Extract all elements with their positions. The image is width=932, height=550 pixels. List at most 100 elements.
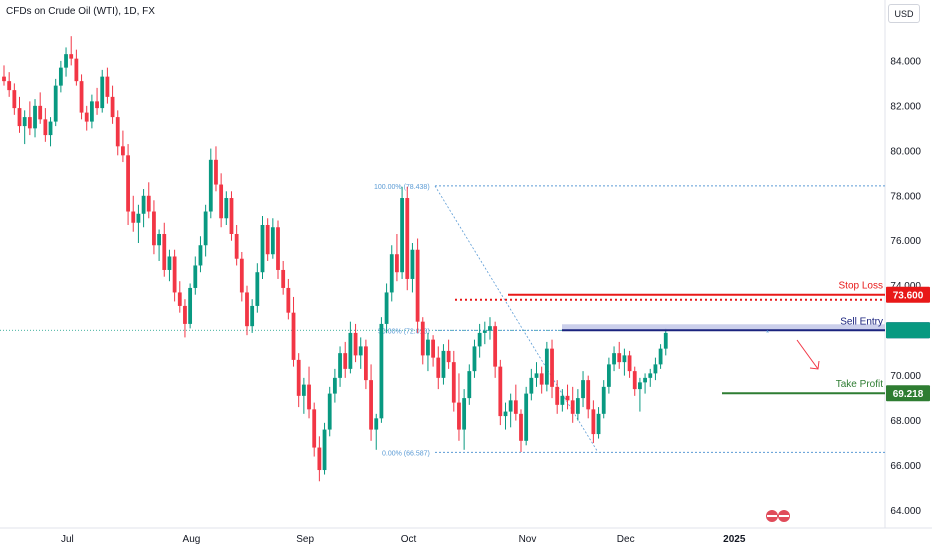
x-tick-label: Dec bbox=[617, 534, 635, 545]
candle-body bbox=[250, 305, 255, 327]
candle-body bbox=[436, 357, 441, 378]
candle-body bbox=[410, 249, 415, 279]
y-tick-label: 84.000 bbox=[890, 56, 921, 67]
candle-body bbox=[343, 353, 348, 369]
sell-entry-zone bbox=[562, 324, 885, 331]
fib-level-label: 50.00% (72.013) bbox=[378, 328, 430, 335]
candle-body bbox=[663, 332, 668, 349]
candle-body bbox=[296, 359, 301, 396]
candle-body bbox=[374, 418, 379, 430]
candle-body bbox=[581, 380, 585, 399]
y-tick-label: 82.000 bbox=[890, 101, 921, 112]
candle-body bbox=[53, 85, 58, 122]
candle-body bbox=[22, 117, 27, 127]
candle-body bbox=[379, 323, 384, 419]
candle-body bbox=[550, 348, 554, 387]
candle-body bbox=[348, 332, 353, 369]
candle-body bbox=[503, 411, 508, 417]
candle-body bbox=[291, 312, 296, 360]
candle-body bbox=[172, 256, 177, 293]
candle-body bbox=[27, 117, 32, 129]
candle-body bbox=[389, 254, 394, 293]
candle-body bbox=[477, 332, 482, 347]
candle-body bbox=[43, 119, 48, 136]
candle-body bbox=[338, 353, 342, 378]
x-tick-label: Jul bbox=[61, 534, 74, 545]
candle-body bbox=[219, 184, 224, 219]
candle-body bbox=[105, 76, 110, 97]
y-tick-label: 78.000 bbox=[890, 191, 921, 202]
candle-body bbox=[7, 81, 12, 91]
candle-body bbox=[482, 330, 487, 333]
candle-body bbox=[529, 377, 534, 394]
level-name-label: Sell Entry bbox=[840, 316, 883, 327]
candle-body bbox=[260, 225, 265, 273]
candle-body bbox=[58, 67, 63, 86]
candle-body bbox=[229, 198, 234, 234]
candle-body bbox=[358, 346, 363, 356]
candle-body bbox=[591, 409, 596, 435]
candle-body bbox=[224, 198, 229, 219]
candle-body bbox=[270, 227, 275, 255]
candle-body bbox=[17, 108, 22, 127]
candle-body bbox=[48, 121, 53, 136]
candle-body bbox=[95, 101, 99, 109]
candle-body bbox=[648, 373, 653, 378]
candle-body bbox=[64, 54, 68, 68]
level-name-label: Stop Loss bbox=[839, 281, 883, 292]
level-name-label: Take Profit bbox=[836, 379, 883, 390]
candle-body bbox=[286, 287, 291, 313]
candle-body bbox=[281, 269, 286, 288]
candle-body bbox=[126, 155, 130, 212]
candle-body bbox=[327, 393, 332, 430]
currency-button[interactable]: USD bbox=[888, 4, 920, 23]
candle-body bbox=[177, 292, 182, 306]
candle-body bbox=[560, 395, 565, 405]
y-tick-label: 66.000 bbox=[890, 461, 921, 472]
candle-body bbox=[167, 256, 172, 270]
x-tick-label: Sep bbox=[296, 534, 314, 545]
candle-body bbox=[136, 213, 141, 223]
candle-body bbox=[519, 413, 523, 441]
candle-body bbox=[369, 380, 373, 430]
candle-body bbox=[2, 76, 6, 82]
x-tick-label: Aug bbox=[183, 534, 201, 545]
candle-body bbox=[395, 254, 399, 273]
candle-body bbox=[493, 326, 498, 367]
candle-body bbox=[364, 346, 368, 381]
candle-body bbox=[431, 339, 436, 358]
candle-body bbox=[265, 225, 270, 255]
candle-body bbox=[653, 364, 658, 374]
candle-body bbox=[400, 198, 404, 273]
candle-body bbox=[353, 332, 358, 356]
candle-body bbox=[239, 258, 244, 293]
candle-body bbox=[332, 377, 337, 394]
x-tick-label: Oct bbox=[401, 534, 417, 545]
candle-body bbox=[539, 373, 544, 385]
candle-body bbox=[198, 245, 203, 266]
candle-body bbox=[208, 159, 213, 212]
candle-body bbox=[131, 211, 136, 223]
candle-body bbox=[596, 413, 601, 435]
candle-body bbox=[183, 305, 187, 324]
candle-body bbox=[570, 400, 575, 414]
candle-body bbox=[617, 353, 622, 363]
x-tick-label: Nov bbox=[519, 534, 537, 545]
candle-body bbox=[245, 292, 249, 327]
candle-body bbox=[658, 348, 663, 365]
candle-body bbox=[457, 402, 461, 430]
candle-body bbox=[384, 292, 389, 324]
candle-body bbox=[255, 272, 260, 306]
candle-body bbox=[544, 348, 549, 385]
candle-body bbox=[415, 249, 420, 322]
candle-body bbox=[33, 105, 37, 129]
x-tick-label: 2025 bbox=[723, 534, 746, 545]
candle-body bbox=[420, 321, 425, 356]
last-candle-marker: * bbox=[766, 329, 769, 338]
candle-body bbox=[565, 395, 570, 401]
forecast-arrow-head bbox=[809, 360, 820, 370]
candle-body bbox=[214, 159, 218, 185]
candle-body bbox=[79, 81, 84, 113]
level-price-label: 69.218 bbox=[893, 389, 924, 400]
